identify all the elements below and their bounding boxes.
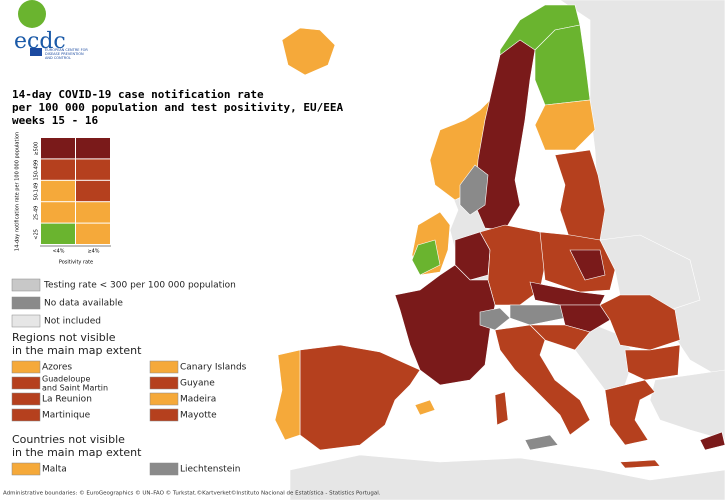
section-heading: in the main map extent [12, 344, 142, 357]
matrix-cell [41, 180, 75, 202]
cyprus [699, 431, 725, 451]
portugal [274, 349, 301, 441]
legend-label: La Reunion [42, 395, 92, 405]
legend-swatch [11, 296, 41, 310]
france [394, 264, 496, 386]
legend-swatch [11, 392, 41, 406]
legend-label: Madeira [180, 395, 216, 405]
legend-swatch [11, 376, 41, 390]
x-label: Positivity rate [59, 260, 93, 266]
legend-swatch [149, 376, 179, 390]
sardinia [494, 391, 509, 426]
denmark [459, 164, 489, 216]
title-line: weeks 15 - 16 [12, 114, 98, 127]
legend-label: Malta [42, 465, 67, 475]
legend-swatch [11, 278, 41, 292]
ecdc-logo: ecdc [14, 0, 66, 56]
austria [509, 304, 566, 326]
legend-label: Guadeloupe [42, 375, 90, 384]
matrix-cell [41, 223, 75, 244]
section-heading: Regions not visible [12, 331, 116, 344]
logo-subtitle: DISEASE PREVENTION [45, 52, 84, 56]
legend-label: Guyane [180, 379, 215, 389]
matrix-cell [41, 202, 75, 223]
romania [599, 294, 681, 351]
iceland [281, 27, 336, 76]
legend-label: Azores [42, 363, 72, 373]
legend-label: Canary Islands [180, 363, 247, 373]
legend-label: Testing rate < 300 per 100 000 populatio… [43, 281, 236, 291]
row-label: 50-149 [34, 183, 40, 201]
matrix-cell [76, 223, 110, 244]
matrix-cell [76, 159, 110, 180]
matrix-cell [41, 159, 75, 180]
finland-north [534, 24, 591, 106]
column-label: ≥4% [87, 249, 99, 255]
legend-swatch [149, 392, 179, 406]
matrix-cell [76, 202, 110, 223]
row-label: <25 [34, 229, 40, 240]
spain [299, 344, 421, 451]
germany [479, 224, 546, 306]
legend-label: and Saint Martin [42, 384, 108, 393]
africa [289, 454, 725, 500]
logo-subtitle: EUROPEAN CENTRE FOR [45, 48, 88, 52]
balearics [414, 399, 436, 416]
legend-swatch [11, 360, 41, 374]
title-line: 14-day COVID-19 case notification rate [12, 88, 264, 101]
matrix-cell [76, 138, 110, 159]
row-label: 150-499 [34, 160, 40, 181]
matrix-cell [41, 138, 75, 159]
hungary [559, 304, 611, 333]
bulgaria [624, 344, 681, 381]
logo-globe [18, 0, 46, 28]
finland-south [534, 99, 596, 151]
legend-label: Martinique [42, 411, 91, 421]
eu-flag [30, 48, 42, 56]
legend-swatch [11, 462, 41, 476]
legend-label: Liechtenstein [180, 465, 240, 475]
y-label: 14-day notification rate per 100 000 pop… [15, 132, 21, 251]
legend-label: No data available [44, 299, 123, 309]
legend-label: Mayotte [180, 411, 217, 421]
turkey [649, 369, 725, 441]
row-label: ≥500 [34, 142, 40, 156]
legend-swatch [11, 408, 41, 422]
section-heading: in the main map extent [12, 446, 142, 459]
legend-swatch [149, 360, 179, 374]
map [274, 0, 725, 500]
legend-swatch [149, 462, 179, 476]
poland-east [569, 249, 606, 281]
logo-subtitle: AND CONTROL [45, 56, 71, 60]
crete [619, 459, 661, 469]
legend-label: Not included [44, 317, 101, 327]
greece [604, 379, 656, 446]
legend-swatch [149, 408, 179, 422]
footer: Administrative boundaries: © EuroGeograp… [3, 490, 381, 497]
sicily [524, 434, 559, 451]
column-label: <4% [52, 249, 64, 255]
legend-swatch [11, 314, 41, 328]
title-line: per 100 000 population and test positivi… [12, 101, 344, 114]
matrix-cell [76, 180, 110, 202]
ireland-west [411, 239, 441, 276]
section-heading: Countries not visible [12, 433, 125, 446]
row-label: 25-49 [34, 206, 40, 221]
italy [494, 324, 591, 436]
switzerland [479, 307, 511, 331]
